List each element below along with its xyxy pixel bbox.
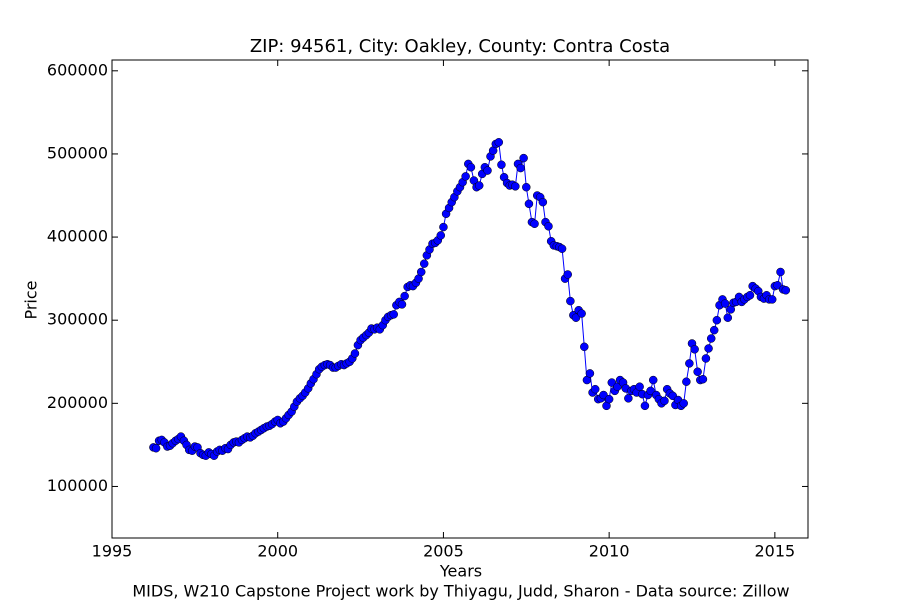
data-point [682, 377, 691, 386]
data-point [635, 382, 644, 391]
data-point [776, 267, 785, 277]
data-point [781, 286, 791, 295]
data-point [436, 231, 446, 240]
y-tick-label: 600000 [47, 60, 108, 79]
data-point [483, 166, 492, 175]
y-tick-label: 100000 [47, 476, 108, 495]
data-point [419, 259, 429, 268]
data-point [648, 375, 658, 385]
footnote: MIDS, W210 Capstone Project work by Thiy… [132, 582, 789, 600]
y-tick-label: 500000 [47, 143, 108, 162]
x-tick-label: 1995 [92, 542, 133, 561]
data-point [706, 334, 716, 343]
data-point [151, 443, 161, 453]
data-point [690, 345, 699, 354]
data-point [439, 222, 448, 232]
data-point [709, 325, 719, 335]
data-point [585, 369, 595, 378]
plot-frame [111, 59, 809, 539]
data-point [522, 182, 531, 192]
data-point [767, 295, 777, 304]
data-point [397, 300, 407, 309]
data-point [624, 394, 633, 403]
data-point [494, 138, 504, 147]
data-point [640, 401, 650, 411]
data-point [720, 299, 730, 308]
data-point [698, 374, 708, 384]
data-point [497, 160, 506, 169]
x-axis-label: Years [439, 562, 482, 581]
data-point [416, 267, 426, 277]
data-point [461, 172, 470, 181]
data-point [466, 162, 476, 172]
data-point [712, 315, 722, 325]
data-point [685, 359, 694, 368]
x-tick-label: 2000 [257, 542, 298, 561]
data-point [566, 296, 575, 306]
y-axis-label: Price [22, 280, 41, 319]
data-point [516, 163, 525, 173]
data-point [693, 367, 702, 376]
data-point [604, 394, 614, 404]
x-tick-label: 2015 [754, 542, 795, 561]
data-point [590, 384, 600, 394]
data-point [704, 344, 713, 353]
data-point [544, 222, 553, 231]
data-point [524, 199, 534, 209]
data-point [400, 291, 409, 301]
data-point [511, 182, 520, 191]
data-point [745, 291, 755, 300]
data-point [580, 342, 589, 352]
data-point [474, 181, 484, 190]
data-point [557, 244, 567, 253]
plot-area [149, 138, 791, 460]
data-point [389, 310, 398, 319]
y-tick-label: 400000 [47, 227, 108, 246]
data-point [577, 309, 586, 318]
data-point [530, 219, 539, 229]
data-point [723, 313, 733, 322]
data-point [538, 197, 548, 207]
data-point [519, 153, 528, 163]
data-point [350, 349, 360, 358]
data-point [563, 270, 572, 279]
data-point [701, 354, 711, 363]
y-tick-label: 300000 [47, 310, 108, 329]
chart-title: ZIP: 94561, City: Oakley, County: Contra… [250, 36, 670, 57]
x-tick-label: 2005 [423, 542, 464, 561]
data-point [679, 399, 688, 408]
data-point [660, 396, 669, 406]
y-tick-label: 200000 [47, 393, 108, 412]
x-tick-label: 2010 [589, 542, 630, 561]
